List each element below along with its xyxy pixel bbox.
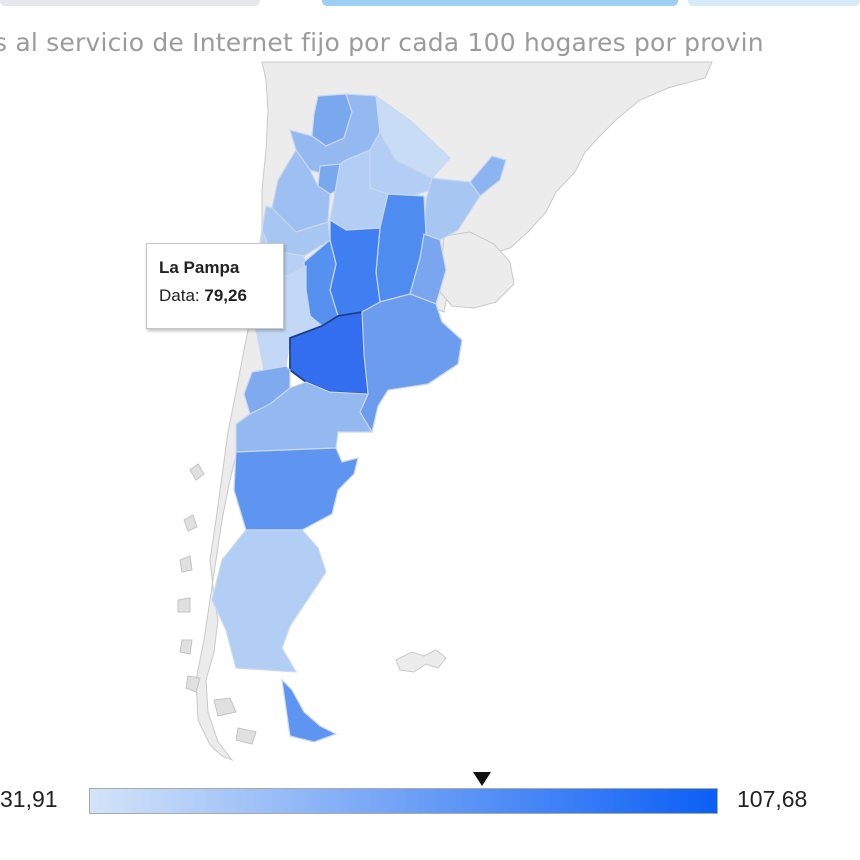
province-tierra-del-fuego[interactable] [281, 678, 338, 743]
malvinas-islands [395, 649, 447, 673]
tooltip-data-label: Data: [159, 286, 200, 305]
tooltip-data-value: 79,26 [204, 286, 247, 305]
coastal-islands [177, 463, 257, 745]
province-cordoba[interactable] [329, 218, 381, 317]
province-santa-cruz[interactable] [211, 529, 327, 673]
legend-max-label: 107,68 [737, 786, 808, 812]
map-subtitle: s al servicio de Internet fijo por cada … [0, 28, 764, 57]
tooltip-data-line: Data: 79,26 [159, 286, 271, 306]
legend-value-marker [473, 772, 492, 786]
title-strip [0, 0, 860, 6]
province-chubut[interactable] [233, 447, 359, 531]
tooltip-province-name: La Pampa [159, 258, 240, 277]
legend-color-bar [89, 788, 718, 814]
province-tooltip: La Pampa Data: 79,26 [146, 243, 284, 329]
legend-min-label: 31,91 [0, 786, 58, 812]
province-corrientes[interactable] [423, 177, 481, 241]
provinces [211, 93, 507, 743]
province-buenos-aires[interactable] [359, 293, 463, 434]
